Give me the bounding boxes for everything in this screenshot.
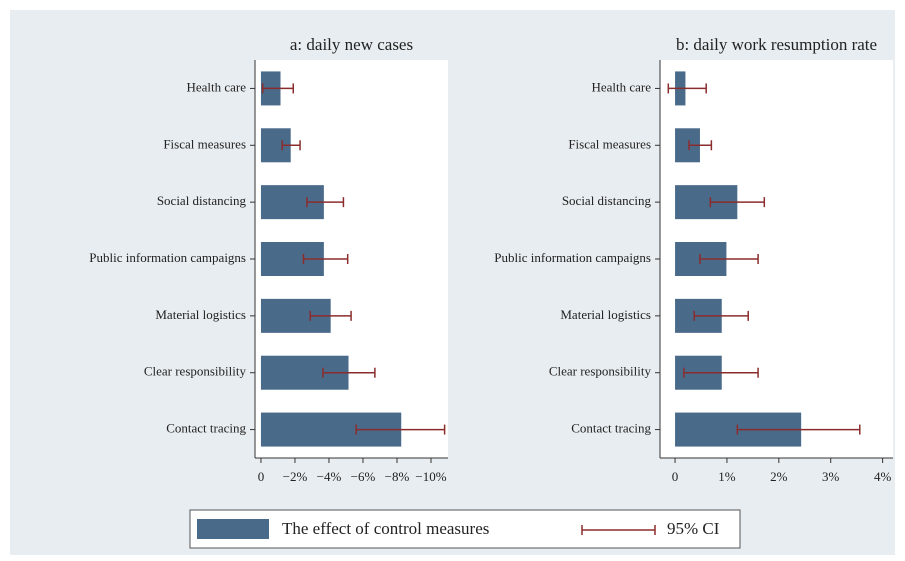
y-tick-label: Health care [591, 79, 651, 94]
x-tick-label: 3% [822, 469, 840, 484]
x-tick-label: 0 [258, 469, 265, 484]
y-tick-label: Clear responsibility [549, 364, 652, 379]
panel-title: a: daily new cases [290, 35, 413, 54]
y-tick-label: Contact tracing [166, 421, 246, 436]
y-tick-label: Social distancing [157, 193, 247, 208]
y-tick-label: Fiscal measures [568, 136, 651, 151]
x-tick-label: −6% [351, 469, 376, 484]
x-tick-label: 1% [718, 469, 736, 484]
x-tick-label: −2% [283, 469, 308, 484]
y-tick-label: Health care [186, 79, 246, 94]
legend-bar-swatch [197, 519, 269, 539]
legend-label: The effect of control measures [282, 519, 489, 538]
y-tick-label: Contact tracing [571, 421, 651, 436]
y-tick-label: Public information campaigns [494, 250, 651, 265]
panel-title: b: daily work resumption rate [676, 35, 877, 54]
x-tick-label: −8% [385, 469, 410, 484]
x-tick-label: 0 [672, 469, 679, 484]
x-tick-label: 2% [770, 469, 788, 484]
y-tick-label: Fiscal measures [163, 136, 246, 151]
y-tick-label: Material logistics [155, 307, 246, 322]
x-tick-label: −4% [317, 469, 342, 484]
x-tick-label: 4% [874, 469, 892, 484]
y-tick-label: Social distancing [562, 193, 652, 208]
legend-label: 95% CI [667, 519, 720, 538]
y-tick-label: Clear responsibility [144, 364, 247, 379]
y-tick-label: Public information campaigns [89, 250, 246, 265]
legend-box [189, 509, 741, 549]
y-tick-label: Material logistics [560, 307, 651, 322]
x-tick-label: −10% [415, 469, 446, 484]
